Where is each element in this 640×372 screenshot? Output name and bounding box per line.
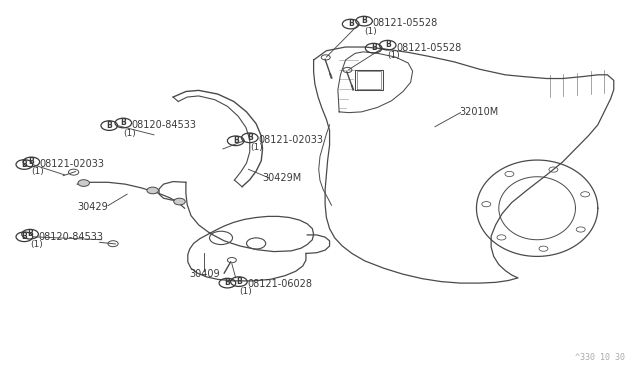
- Text: (1): (1): [31, 167, 44, 176]
- Text: B: B: [247, 133, 253, 142]
- Circle shape: [173, 198, 185, 205]
- Text: 08121-02033: 08121-02033: [258, 135, 323, 145]
- Text: B: B: [120, 118, 126, 127]
- Text: 30409: 30409: [189, 269, 220, 279]
- Text: B: B: [27, 229, 33, 238]
- Text: (1): (1): [239, 287, 252, 296]
- Text: (1): (1): [364, 27, 377, 36]
- Text: 30429: 30429: [77, 202, 108, 212]
- Text: B: B: [371, 43, 376, 52]
- Text: 08120-84533: 08120-84533: [132, 121, 196, 131]
- Circle shape: [78, 180, 90, 186]
- Text: ^330 10 30: ^330 10 30: [575, 353, 625, 362]
- Text: B: B: [106, 121, 112, 130]
- Text: 08121-05528: 08121-05528: [372, 19, 438, 29]
- Text: B: B: [233, 136, 239, 145]
- Text: B: B: [22, 232, 27, 241]
- Text: 08120-84533: 08120-84533: [38, 232, 104, 241]
- Text: B: B: [385, 40, 390, 49]
- Text: 30429M: 30429M: [262, 173, 302, 183]
- Text: 08121-02033: 08121-02033: [40, 159, 105, 169]
- Text: (1): (1): [250, 143, 262, 153]
- Text: (1): (1): [124, 129, 136, 138]
- Text: (1): (1): [388, 51, 401, 60]
- Text: B: B: [28, 157, 34, 166]
- Text: B: B: [361, 16, 367, 25]
- Text: 32010M: 32010M: [460, 108, 499, 118]
- Text: B: B: [22, 160, 27, 169]
- Text: B: B: [348, 19, 353, 28]
- Text: 08121-05528: 08121-05528: [396, 42, 461, 52]
- Text: B: B: [225, 278, 230, 287]
- Circle shape: [147, 187, 159, 194]
- Text: B: B: [236, 277, 242, 286]
- Text: 08121-06028: 08121-06028: [247, 279, 312, 289]
- Text: (1): (1): [30, 240, 43, 249]
